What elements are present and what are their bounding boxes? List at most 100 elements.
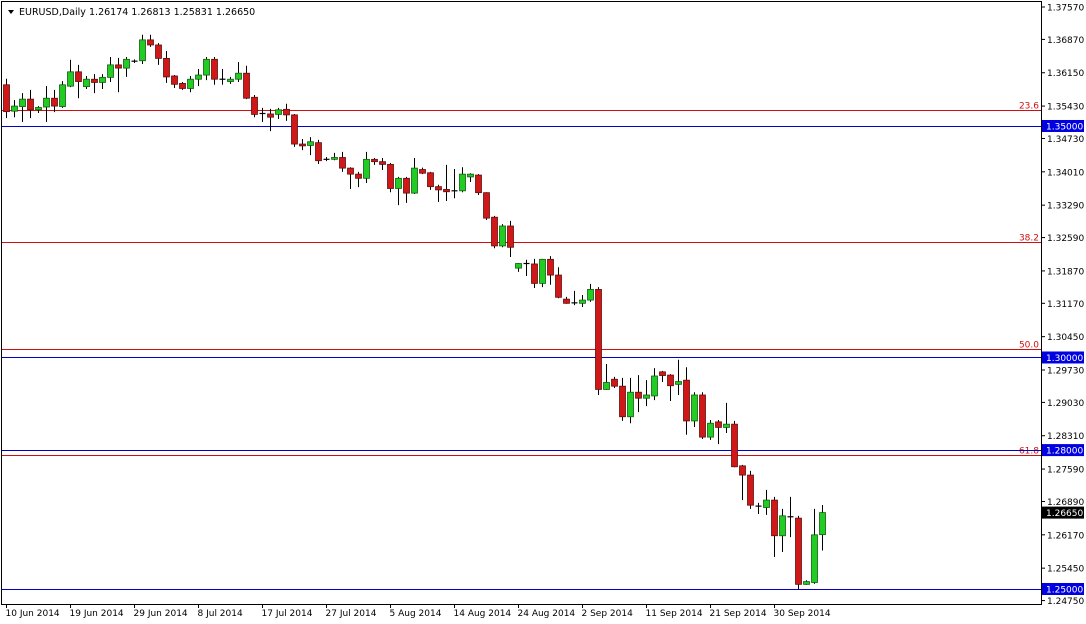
candle-7 [59, 81, 66, 108]
candle-47 [379, 157, 386, 170]
candle-body-bear [635, 391, 642, 399]
candle-57 [459, 167, 466, 193]
candle-24 [195, 69, 202, 87]
candle-80 [643, 380, 650, 407]
candle-73 [587, 283, 594, 302]
candle-23 [187, 75, 194, 93]
fib-label-38.2: 38.2 [1019, 234, 1039, 244]
candle-13 [107, 57, 114, 83]
candle-body-bull [43, 97, 50, 108]
candle-52 [419, 167, 426, 175]
candle-body-bear [795, 517, 802, 585]
candle-body-bull [83, 78, 90, 88]
candle-body-bull [811, 534, 818, 583]
candle-35 [283, 103, 290, 121]
y-tick-label: 1.25450 [1047, 565, 1084, 575]
candle-body-bull [587, 289, 594, 301]
candle-body-bear [771, 499, 778, 537]
dropdown-triangle-icon[interactable] [8, 10, 14, 14]
candle-body-bear [91, 78, 98, 83]
candle-3 [27, 89, 34, 119]
candle-33 [267, 108, 274, 132]
y-tick-label: 1.31170 [1047, 300, 1084, 310]
y-tick-label: 1.29030 [1047, 399, 1084, 409]
candle-67 [539, 258, 546, 288]
candle-89 [715, 419, 722, 445]
candle-body-bear [155, 44, 162, 59]
candle-body-bull [139, 39, 146, 62]
fib-label-61.8: 61.8 [1019, 447, 1039, 457]
level-price-label-bg [1042, 351, 1084, 364]
y-tick-label: 1.28310 [1047, 432, 1084, 442]
x-tick-label: 8 Jul 2014 [198, 609, 243, 619]
x-tick-label: 10 Jun 2014 [6, 609, 60, 619]
candle-body-bear [667, 374, 674, 387]
candle-30 [243, 65, 250, 100]
x-tick-label: 27 Jul 2014 [326, 609, 377, 619]
ohlc-values: 1.26174 1.26813 1.25831 1.26650 [89, 7, 255, 18]
candle-body-bull [203, 58, 210, 76]
candle-body-bear [347, 167, 354, 175]
candle-22 [179, 82, 186, 90]
candle-body-bear [611, 378, 618, 387]
candle-79 [635, 375, 642, 413]
candle-body-bear [555, 274, 562, 298]
candle-74 [595, 287, 602, 395]
candle-body-bull [99, 76, 106, 83]
fib-label-50.0: 50.0 [1019, 341, 1039, 351]
candle-55 [443, 164, 450, 201]
y-tick-label: 1.32590 [1047, 234, 1084, 244]
candle-77 [619, 377, 626, 421]
candle-36 [291, 113, 298, 147]
candle-69 [555, 267, 562, 299]
candle-body-bear [595, 289, 602, 390]
candle-body-bull [235, 72, 242, 80]
candle-50 [403, 176, 410, 203]
y-tick-label: 1.34730 [1047, 135, 1084, 145]
candle-body-bull [603, 382, 610, 390]
candle-25 [203, 57, 210, 81]
candle-12 [99, 74, 106, 89]
candle-body-bear [147, 39, 154, 46]
x-tick-label: 14 Aug 2014 [454, 609, 512, 619]
candle-body-bear [747, 474, 754, 506]
candle-14 [115, 57, 122, 93]
candle-body-bear [283, 108, 290, 116]
candle-body-bull [227, 78, 234, 82]
candle-body-bear [51, 97, 58, 107]
candle-82 [659, 370, 666, 383]
candle-88 [707, 419, 714, 440]
candle-body-bull [779, 515, 786, 537]
candle-54 [435, 184, 442, 202]
candle-body-bull [411, 167, 418, 194]
candle-37 [299, 138, 306, 151]
x-tick-label: 5 Aug 2014 [390, 609, 442, 619]
candle-body-bear [683, 379, 690, 422]
x-tick-label: 30 Sep 2014 [774, 609, 831, 619]
candle-102 [819, 505, 826, 551]
candle-100 [803, 580, 810, 585]
candle-75 [603, 363, 610, 390]
candle-39 [315, 139, 322, 164]
candle-body-bull [499, 225, 506, 247]
candles [3, 34, 826, 589]
candle-body-bear [659, 371, 666, 376]
candle-body-bear [443, 189, 450, 193]
candle-body-bear [427, 172, 434, 188]
candle-body-bull [35, 107, 42, 111]
candle-body-bear [419, 169, 426, 174]
candle-83 [667, 374, 674, 402]
level-price-label-bg [1042, 582, 1084, 595]
candle-15 [123, 57, 130, 77]
x-tick-label: 29 Jun 2014 [134, 609, 188, 619]
y-tick-label: 1.26170 [1047, 531, 1084, 541]
candle-65 [523, 259, 530, 277]
level-price-label: 1.25000 [1046, 585, 1083, 595]
candle-32 [259, 107, 266, 122]
candle-19 [155, 43, 162, 65]
candle-body-bear [699, 394, 706, 438]
candle-body-bear [619, 385, 626, 418]
candle-27 [219, 69, 226, 85]
candle-body-bull [515, 263, 522, 269]
